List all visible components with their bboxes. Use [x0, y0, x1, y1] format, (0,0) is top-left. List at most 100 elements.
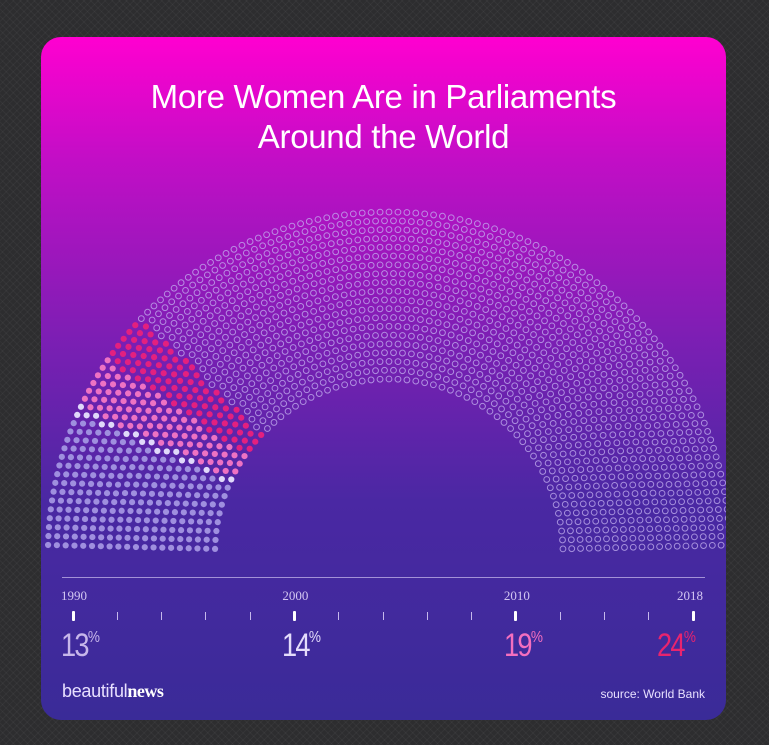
seat-empty [438, 365, 446, 373]
seat-empty [559, 536, 566, 544]
seat-empty [249, 346, 257, 354]
seat-empty [585, 544, 593, 552]
seat-women-1990 [162, 508, 170, 515]
seat-empty [622, 490, 630, 498]
seat-women-2010 [124, 374, 131, 381]
seat-empty [560, 419, 567, 426]
seat-empty [385, 358, 393, 365]
seat-women-1990 [168, 544, 175, 551]
seat-empty [155, 310, 162, 318]
seat-empty [323, 295, 330, 303]
seat-empty [522, 415, 530, 423]
seat-empty [307, 394, 315, 401]
seat-empty [443, 285, 451, 293]
seat-empty [548, 405, 556, 412]
seat-empty [599, 508, 607, 516]
seat-women-1990 [213, 527, 220, 535]
seat-empty [477, 267, 485, 275]
seat-women-2010 [119, 381, 127, 389]
seat-empty [399, 367, 406, 375]
seat-empty [590, 416, 598, 424]
seat-women-2010 [109, 381, 117, 388]
seat-empty [524, 359, 532, 367]
seat-women-2000 [173, 448, 180, 455]
seat-empty [575, 527, 583, 534]
seat-empty [472, 378, 479, 386]
seat-empty [694, 428, 702, 436]
seat-women-2018 [213, 389, 220, 396]
seat-empty [263, 231, 271, 239]
seat-empty [336, 337, 344, 345]
seat-empty [645, 516, 653, 524]
seat-empty [486, 270, 494, 277]
seat-women-1990 [177, 535, 184, 543]
seat-women-2010 [171, 416, 178, 423]
seat-empty [635, 472, 643, 480]
seat-empty [476, 371, 484, 378]
seat-empty [288, 306, 296, 314]
seat-empty [663, 516, 670, 524]
seat-empty [244, 318, 252, 326]
seat-empty [625, 345, 633, 353]
seat-empty [430, 291, 438, 299]
seat-women-1990 [136, 508, 143, 515]
seat-empty [408, 350, 415, 358]
seat-empty [363, 271, 371, 278]
seat-empty [599, 356, 607, 364]
seat-empty [215, 274, 223, 282]
seat-women-2010 [167, 440, 174, 447]
seat-empty [279, 379, 286, 387]
seat-empty [655, 405, 663, 413]
seat-empty [157, 296, 164, 304]
seat-women-2010 [104, 357, 111, 364]
seat-empty [218, 314, 226, 322]
seat-empty [570, 500, 578, 508]
seat-empty [494, 292, 501, 299]
seat-empty [512, 361, 520, 369]
seat-women-1990 [66, 497, 73, 505]
seat-women-1990 [132, 455, 139, 462]
seat-empty [447, 349, 455, 357]
seat-empty [416, 218, 424, 226]
seat-empty [336, 274, 344, 282]
seat-women-2010 [196, 441, 203, 449]
seat-women-2018 [221, 420, 228, 427]
seat-empty [234, 392, 242, 399]
seat-empty [585, 424, 593, 432]
seat-women-2018 [167, 348, 174, 355]
seat-empty [327, 285, 335, 293]
seat-empty [556, 374, 564, 382]
seat-women-2018 [146, 346, 153, 353]
seat-empty [554, 294, 561, 302]
seat-empty [629, 481, 637, 489]
seat-empty [416, 236, 424, 244]
seat-women-1990 [147, 464, 154, 471]
seat-women-1990 [72, 471, 79, 478]
seat-empty [560, 366, 568, 374]
seat-empty [439, 311, 446, 319]
seat-empty [699, 533, 707, 541]
seat-women-2018 [187, 378, 194, 386]
seat-women-1990 [59, 488, 66, 495]
seat-empty [456, 216, 464, 223]
seat-empty [336, 238, 344, 246]
seat-women-2010 [182, 449, 189, 456]
seat-empty [670, 437, 678, 445]
seat-empty [655, 534, 663, 542]
seat-empty [403, 261, 411, 269]
seat-empty [319, 242, 326, 249]
seat-empty [593, 279, 601, 287]
seat-empty [584, 294, 592, 302]
seat-empty [163, 290, 171, 298]
seat-women-1990 [212, 536, 219, 544]
seat-empty [605, 362, 613, 370]
seat-empty [526, 307, 533, 315]
seat-empty [533, 414, 541, 422]
seat-empty [212, 353, 220, 360]
seat-empty [293, 267, 301, 275]
seat-empty [526, 318, 534, 326]
seat-women-2010 [166, 423, 173, 430]
seat-women-1990 [84, 498, 91, 505]
seat-empty [666, 429, 674, 437]
seat-women-1990 [128, 499, 136, 506]
